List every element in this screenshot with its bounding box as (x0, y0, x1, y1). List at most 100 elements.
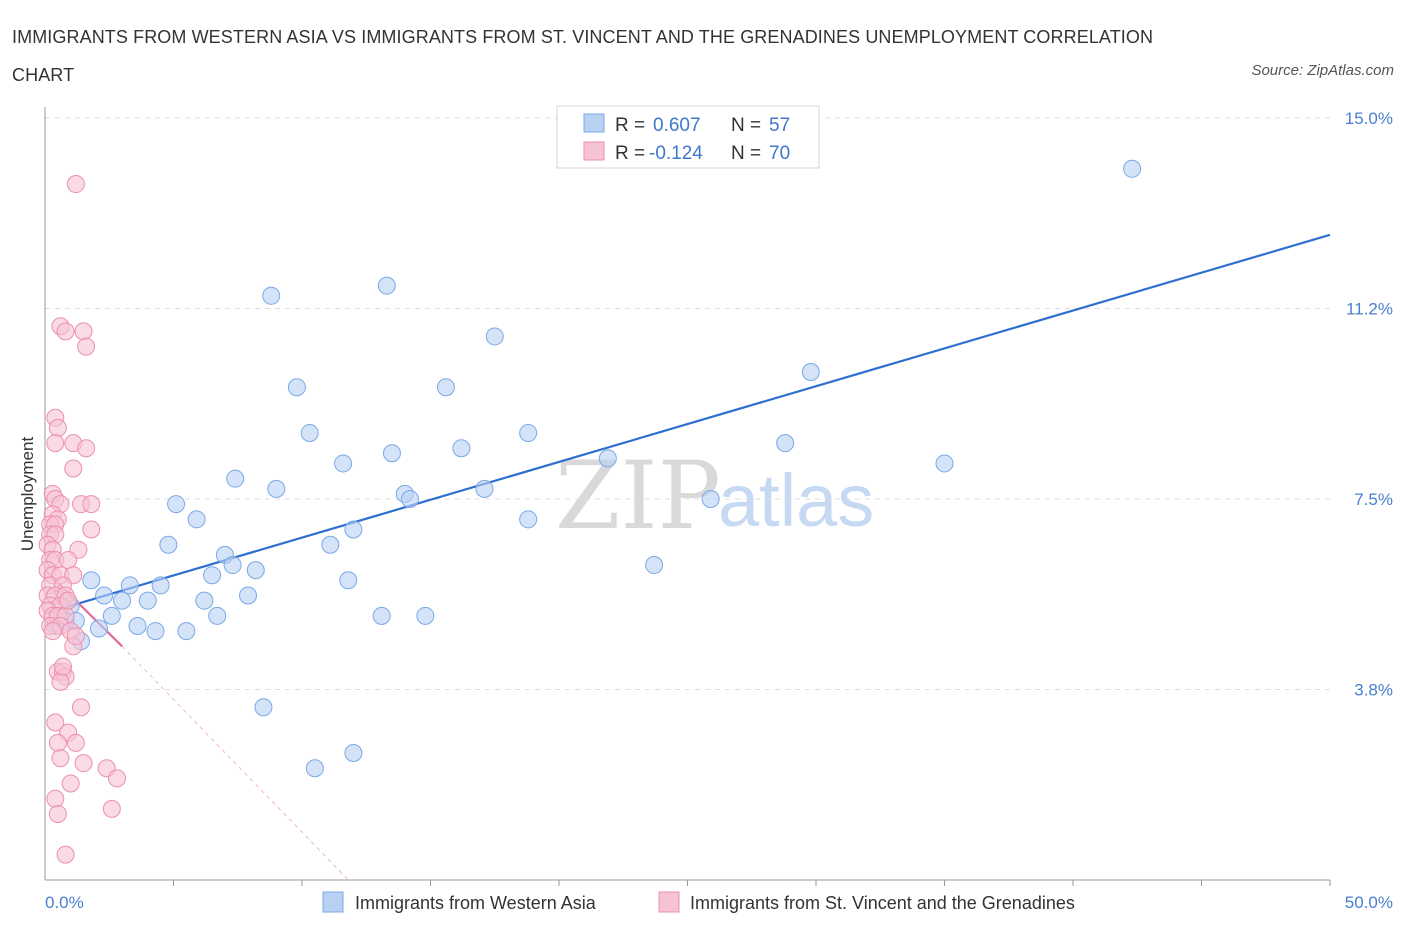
point-series0-13 (598, 449, 617, 468)
point-series0-40 (239, 586, 258, 605)
trend-line-series0 (44, 233, 1331, 615)
point-series0-21 (167, 495, 186, 514)
point-series0-2 (377, 276, 396, 295)
point-series0-42 (102, 606, 121, 625)
stats-r-label-blue: R = (615, 115, 645, 136)
point-series0-24 (344, 520, 363, 539)
point-series0-3 (485, 327, 504, 346)
point-series1-59 (74, 754, 93, 773)
data-points (38, 159, 1142, 864)
legend-label-western-asia: Immigrants from Western Asia (355, 893, 597, 913)
point-series0-10 (452, 439, 471, 458)
point-series0-19 (400, 490, 419, 508)
x-tick-label-min: 0.0% (45, 893, 84, 912)
y-tick-labels: 15.0% 11.2% 7.5% 3.8% (1345, 109, 1393, 700)
point-series1-53 (71, 698, 90, 717)
point-series0-11 (776, 434, 795, 453)
chart-title: IMMIGRANTS FROM WESTERN ASIA VS IMMIGRAN… (12, 27, 1154, 85)
point-series0-29 (246, 561, 265, 580)
trend-extension-series1 (121, 645, 349, 881)
point-series0-45 (416, 606, 435, 625)
y-tick-label-2: 7.5% (1354, 490, 1393, 509)
point-series0-1 (262, 286, 281, 305)
point-series0-38 (138, 591, 157, 610)
x-axis-ticks (173, 880, 1331, 886)
point-series0-34 (120, 576, 139, 595)
point-series1-9 (77, 439, 96, 458)
point-series1-2 (56, 322, 75, 341)
y-tick-label-1: 11.2% (1346, 300, 1393, 319)
point-series0-39 (195, 591, 214, 610)
point-series0-48 (128, 617, 147, 635)
point-series1-15 (82, 495, 101, 514)
point-series1-65 (48, 804, 67, 823)
point-series1-47 (43, 622, 62, 641)
point-series0-51 (89, 619, 108, 638)
point-series0-35 (151, 576, 170, 595)
point-series1-3 (74, 322, 93, 341)
stats-r-label-pink: R = (615, 143, 645, 164)
point-series0-6 (436, 378, 455, 397)
stats-r-value-pink: -0.124 (649, 143, 703, 164)
point-series1-52 (51, 672, 70, 691)
point-series1-56 (66, 733, 85, 752)
y-tick-label-0: 15.0% (1345, 109, 1393, 128)
point-series1-7 (46, 434, 65, 453)
y-axis-title: Unemployment (18, 437, 37, 552)
point-series1-63 (46, 789, 65, 808)
trend-lines (44, 233, 1331, 881)
stats-legend-swatch-blue (583, 113, 605, 133)
point-series1-68 (66, 627, 85, 646)
y-tick-label-3: 3.8% (1354, 681, 1393, 700)
series-legend: Immigrants from Western Asia Immigrants … (322, 891, 1075, 913)
point-series0-8 (519, 423, 538, 442)
point-series0-4 (801, 363, 820, 381)
point-series1-69 (59, 591, 78, 610)
gridlines (45, 117, 1330, 690)
point-series0-28 (223, 556, 242, 575)
watermark: ZIP atlas (555, 442, 874, 551)
point-series0-50 (177, 622, 196, 641)
stats-n-label-blue: N = (731, 115, 761, 136)
stats-legend-swatch-pink (583, 141, 605, 161)
point-series1-58 (51, 749, 70, 768)
point-series0-22 (187, 510, 206, 529)
point-series0-43 (208, 606, 227, 625)
point-series0-15 (226, 469, 245, 488)
point-series1-6 (48, 418, 67, 437)
point-series1-66 (56, 845, 75, 864)
stats-n-value-blue: 57 (769, 115, 790, 136)
point-series1-54 (46, 713, 65, 732)
point-series0-55 (344, 744, 363, 762)
point-series0-17 (475, 479, 494, 498)
point-series1-28 (59, 550, 78, 569)
point-series1-20 (82, 520, 101, 539)
point-series0-26 (159, 535, 178, 554)
point-series0-14 (935, 454, 954, 473)
point-series0-31 (203, 566, 222, 585)
x-tick-label-max: 50.0% (1345, 893, 1393, 912)
point-series1-67 (53, 657, 72, 676)
point-series0-54 (254, 698, 273, 717)
legend-label-st-vincent: Immigrants from St. Vincent and the Gren… (690, 893, 1075, 913)
watermark-zip: ZIP (555, 442, 721, 551)
point-series1-64 (102, 799, 121, 818)
legend-swatch-western-asia (322, 891, 344, 913)
point-series0-32 (339, 571, 358, 590)
stats-r-value-blue: 0.607 (653, 115, 701, 136)
point-series0-12 (334, 454, 353, 473)
legend-swatch-st-vincent (658, 891, 680, 913)
point-series1-61 (107, 769, 126, 788)
watermark-atlas: atlas (718, 459, 874, 542)
point-series0-44 (372, 606, 391, 625)
point-series1-57 (48, 733, 67, 752)
point-series0-30 (645, 556, 664, 575)
point-series1-0 (66, 175, 85, 194)
point-series0-5 (287, 378, 306, 397)
point-series0-23 (519, 510, 538, 529)
point-series0-36 (95, 586, 114, 605)
stats-legend: R = 0.607 N = 57 R = -0.124 N = 70 (556, 105, 820, 169)
stats-n-label-pink: N = (731, 143, 761, 164)
point-series0-9 (382, 444, 401, 463)
